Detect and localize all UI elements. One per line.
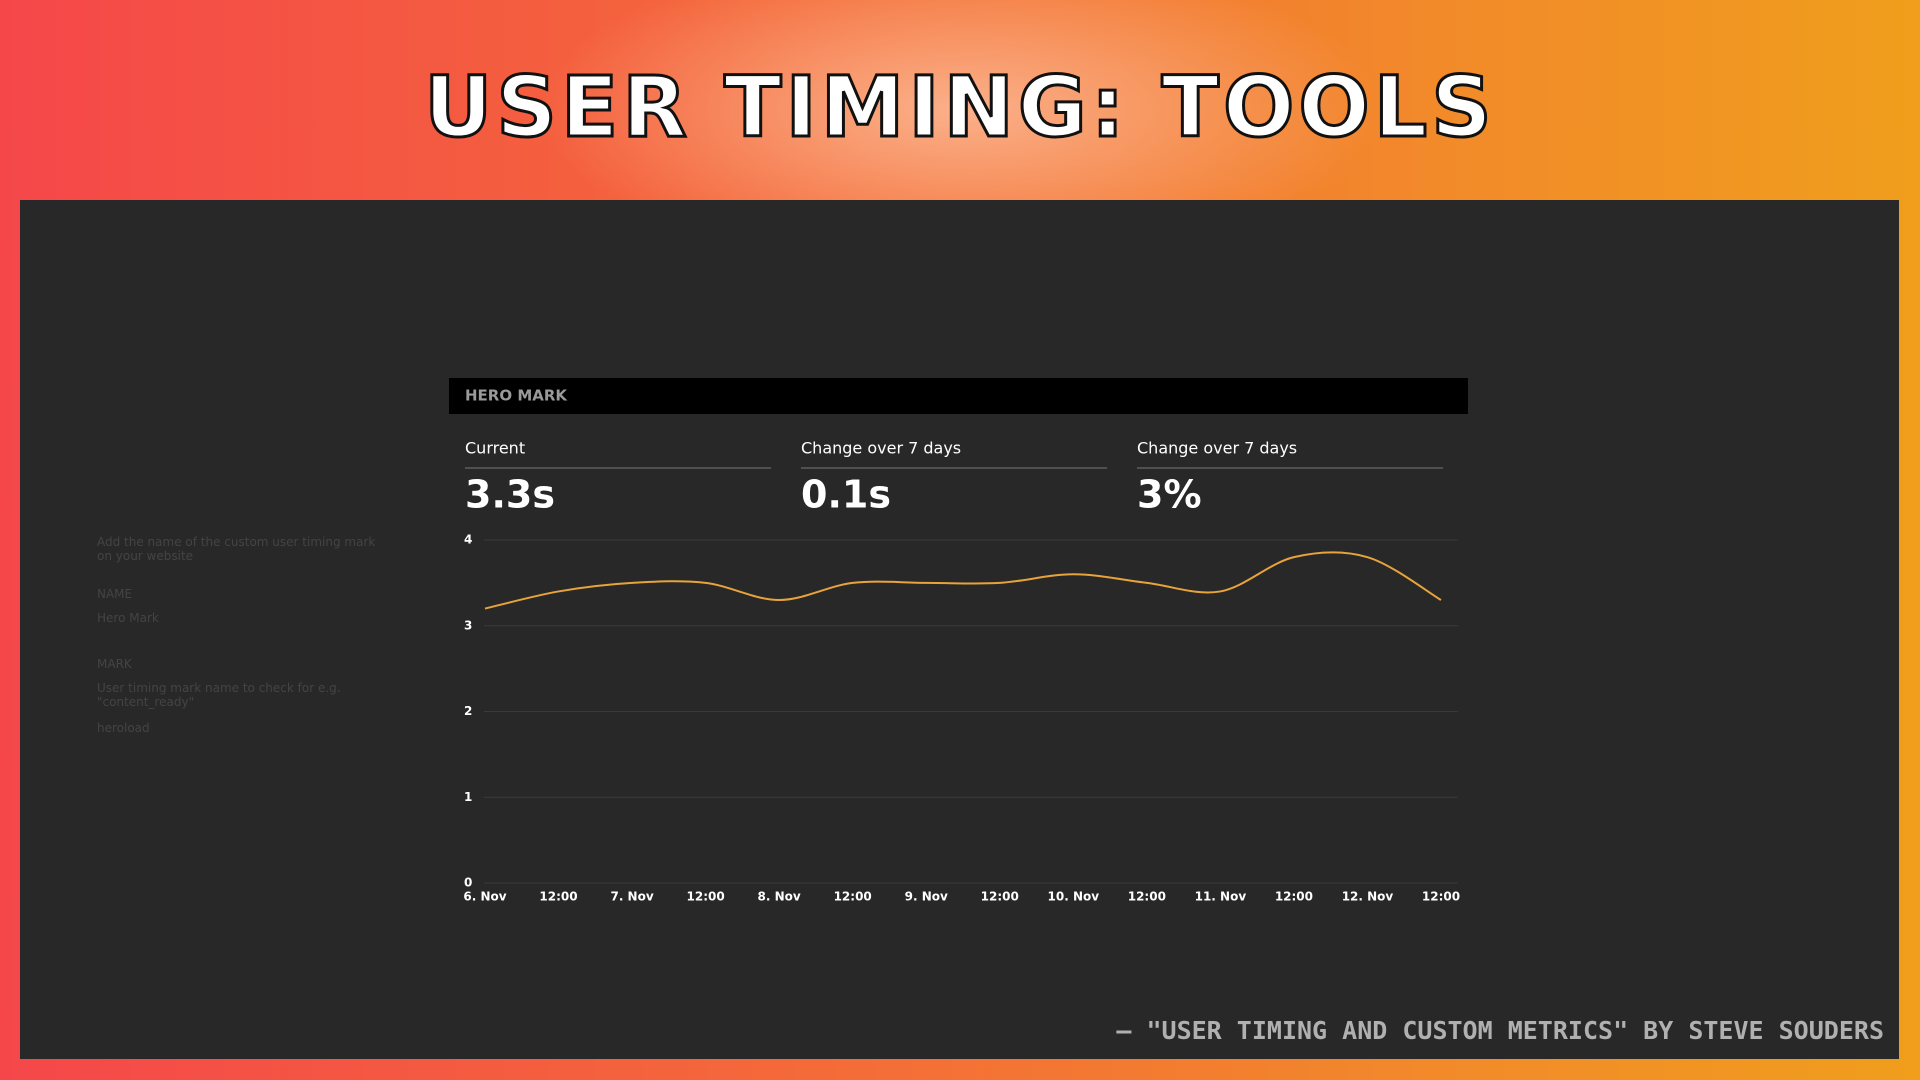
y-tick-label: 2: [464, 704, 472, 718]
screenshot: [20, 200, 1899, 1059]
x-tick-label: 12. Nov: [1342, 890, 1394, 904]
x-tick-label: 7. Nov: [610, 890, 653, 904]
x-tick-label: 8. Nov: [758, 890, 801, 904]
name-label: NAME: [97, 587, 133, 601]
x-tick-label: 12:00: [687, 890, 725, 904]
x-tick-label: 6. Nov: [463, 890, 506, 904]
x-tick-label: 12:00: [1275, 890, 1313, 904]
x-tick-label: 12:00: [1128, 890, 1166, 904]
stat-label: Current: [465, 439, 525, 458]
stat-label: Change over 7 days: [801, 439, 961, 458]
mark-label: MARK: [97, 657, 132, 671]
stat-value: 0.1s: [801, 473, 891, 517]
stat-label: Change over 7 days: [1137, 439, 1297, 458]
series-line: [484, 551, 1442, 610]
sidebar-hint: Add the name of the custom user timing m…: [97, 535, 376, 563]
y-tick-label: 1: [464, 790, 472, 804]
stat-value: 3%: [1137, 473, 1202, 517]
x-tick-label: 12:00: [1422, 890, 1460, 904]
x-tick-label: 12:00: [539, 890, 577, 904]
stat-value: 3.3s: [465, 473, 555, 517]
y-tick-label: 3: [464, 618, 472, 632]
mark-hint: User timing mark name to check for e.g. …: [97, 681, 341, 709]
x-tick-label: 12:00: [981, 890, 1019, 904]
slide-title: USER TIMING: TOOLS: [423, 57, 1496, 158]
y-tick-label: 4: [464, 533, 472, 547]
name-input[interactable]: Hero Mark: [97, 611, 159, 625]
panel-header: [449, 378, 1468, 414]
x-tick-label: 12:00: [834, 890, 872, 904]
y-tick-label: 0: [464, 876, 472, 890]
credit: – "USER TIMING AND CUSTOM METRICS" BY ST…: [1116, 1016, 1884, 1045]
x-tick-label: 11. Nov: [1195, 890, 1247, 904]
x-tick-label: 9. Nov: [905, 890, 948, 904]
panel-title: HERO MARK: [465, 387, 568, 405]
mark-input[interactable]: heroload: [97, 721, 150, 735]
x-tick-label: 10. Nov: [1048, 890, 1100, 904]
